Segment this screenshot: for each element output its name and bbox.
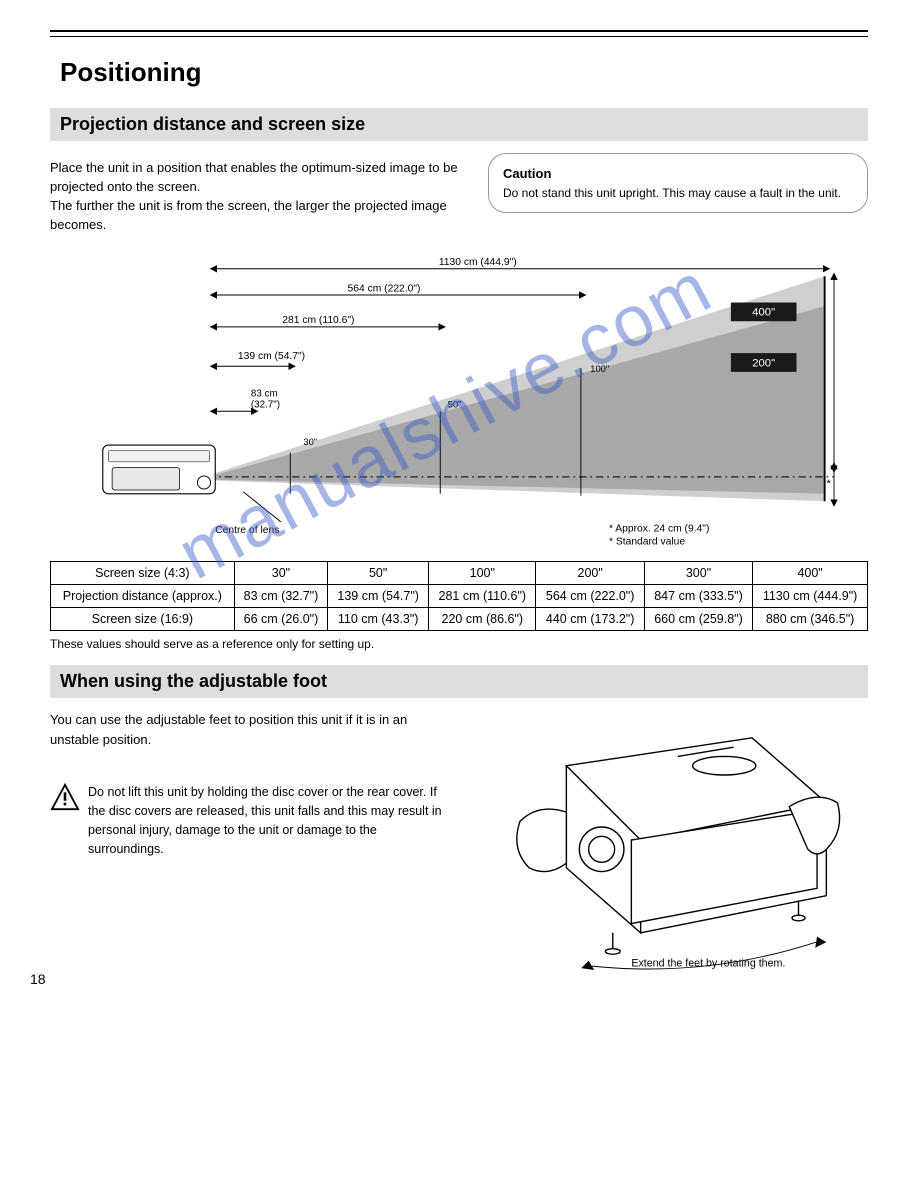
cell: 400": [753, 562, 868, 585]
cell: 564 cm (222.0"): [536, 585, 644, 608]
cell: 281 cm (110.6"): [429, 585, 536, 608]
table-footnote: These values should serve as a reference…: [50, 637, 868, 651]
section-heading-foot: When using the adjustable foot: [50, 665, 868, 698]
cell: 880 cm (346.5"): [753, 608, 868, 631]
distance-table: Screen size (4:3) 30" 50" 100" 200" 300"…: [50, 561, 868, 631]
cell: 220 cm (86.6"): [429, 608, 536, 631]
offset-asterisk: *: [827, 479, 832, 491]
caution-box: Caution Do not stand this unit upright. …: [488, 153, 868, 213]
section-heading-distance: Projection distance and screen size: [50, 108, 868, 141]
page-title: Positioning: [60, 57, 868, 88]
warning-icon: [50, 783, 80, 817]
cell: 83 cm (32.7"): [234, 585, 328, 608]
std-value-note: * Standard value: [609, 537, 685, 548]
dist-label-2: 564 cm (222.0"): [348, 284, 421, 295]
feet-note: Extend the feet by rotating them.: [631, 958, 785, 970]
cell: 30": [234, 562, 328, 585]
dist-label-5b: (32.7"): [251, 400, 280, 411]
cell: 1130 cm (444.9"): [753, 585, 868, 608]
screen-badge-400: 400": [752, 307, 775, 319]
screen-label-100: 100": [590, 364, 609, 374]
warning-text: Do not lift this unit by holding the dis…: [88, 783, 449, 858]
cell: 847 cm (333.5"): [644, 585, 752, 608]
dist-label-4: 139 cm (54.7"): [238, 351, 305, 362]
table-row: Projection distance (approx.) 83 cm (32.…: [51, 585, 868, 608]
screen-badge-200: 200": [752, 358, 775, 370]
lens-center-label: Centre of lens: [215, 526, 279, 537]
caution-body: Do not stand this unit upright. This may…: [503, 184, 853, 202]
cell: 200": [536, 562, 644, 585]
cell: 66 cm (26.0"): [234, 608, 328, 631]
projector-icon: [103, 445, 216, 494]
foot-intro-text: You can use the adjustable feet to posit…: [50, 710, 449, 749]
dist-label-1: 1130 cm (444.9"): [439, 257, 517, 268]
caution-title: Caution: [503, 166, 551, 181]
dist-label-3: 281 cm (110.6"): [282, 316, 354, 327]
cell: 139 cm (54.7"): [328, 585, 429, 608]
screen-label-50: 50": [448, 400, 462, 410]
offset-note: * Approx. 24 cm (9.4"): [609, 524, 709, 535]
cell: 440 cm (173.2"): [536, 608, 644, 631]
cell: 300": [644, 562, 752, 585]
th-screen-43: Screen size (4:3): [51, 562, 235, 585]
table-row: Screen size (16:9) 66 cm (26.0") 110 cm …: [51, 608, 868, 631]
foot-illustration: Extend the feet by rotating them.: [469, 710, 868, 975]
projection-diagram: 1130 cm (444.9") 564 cm (222.0") 281 cm …: [50, 250, 868, 555]
cell: 100": [429, 562, 536, 585]
th-proj-dist: Projection distance (approx.): [51, 585, 235, 608]
th-screen-169: Screen size (16:9): [51, 608, 235, 631]
dist-label-5: 83 cm: [251, 389, 278, 400]
cell: 50": [328, 562, 429, 585]
table-row: Screen size (4:3) 30" 50" 100" 200" 300"…: [51, 562, 868, 585]
cell: 110 cm (43.3"): [328, 608, 429, 631]
screen-label-30: 30": [303, 437, 317, 447]
page-number: 18: [30, 971, 46, 987]
cell: 660 cm (259.8"): [644, 608, 752, 631]
distance-intro-text: Place the unit in a position that enable…: [50, 159, 468, 234]
